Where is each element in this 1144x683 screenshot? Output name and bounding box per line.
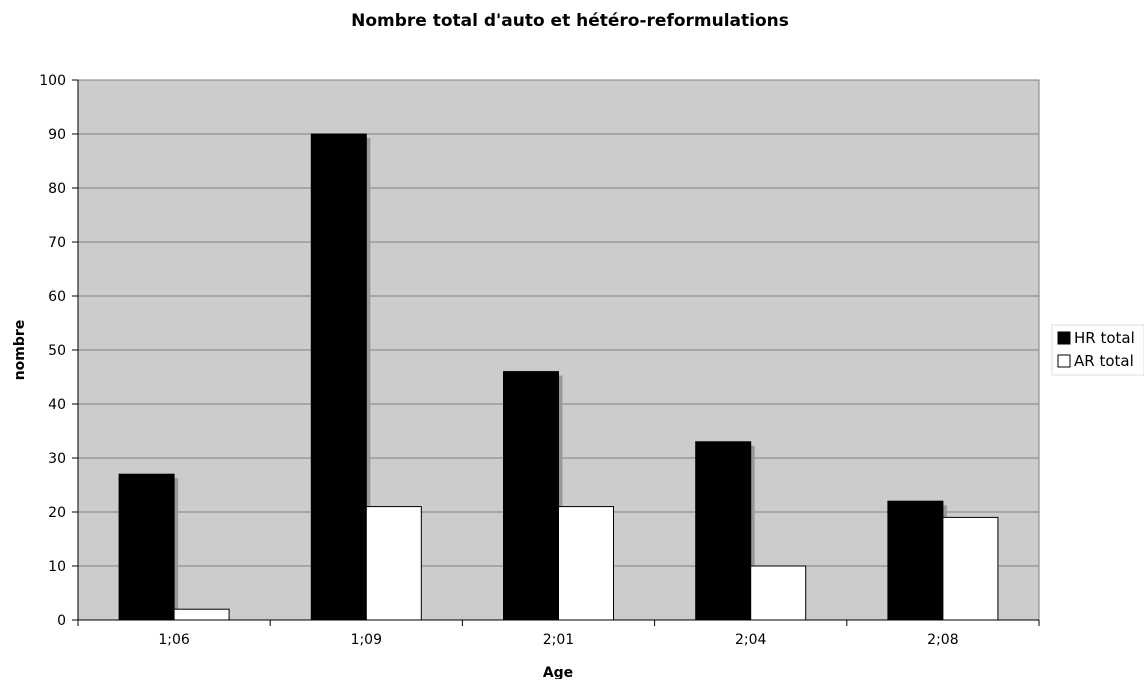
y-tick-labels: 0 10 20 30 40 50 60 70 80 90 100 bbox=[39, 73, 66, 629]
x-tick-label: 1;09 bbox=[351, 632, 382, 648]
y-tick-label: 70 bbox=[48, 235, 66, 251]
legend-swatch bbox=[1057, 354, 1071, 368]
x-tick-labels: 1;06 1;09 2;01 2;04 2;08 bbox=[158, 632, 958, 648]
legend-label: HR total bbox=[1074, 329, 1135, 347]
chart-title: Nombre total d'auto et hétéro-reformulat… bbox=[351, 11, 789, 31]
y-axis-title: nombre bbox=[12, 320, 28, 381]
y-tick-label: 100 bbox=[39, 73, 66, 89]
bar-ar-total-2-01 bbox=[558, 506, 614, 621]
bars bbox=[118, 133, 999, 621]
legend-swatch bbox=[1057, 331, 1071, 345]
legend-label: AR total bbox=[1074, 352, 1134, 370]
bar-ar-total-2-04 bbox=[750, 565, 807, 621]
x-tick-label: 2;01 bbox=[543, 632, 574, 648]
legend: HR total AR total bbox=[1051, 324, 1144, 376]
bar-hr-total-2-08 bbox=[887, 500, 944, 621]
bar-hr-total-1-09 bbox=[310, 133, 367, 621]
bar-shadow bbox=[558, 375, 563, 620]
x-tick-label: 1;06 bbox=[158, 632, 190, 648]
x-tick-label: 2;08 bbox=[927, 632, 958, 648]
y-tick-label: 50 bbox=[48, 343, 66, 359]
y-tick-label: 0 bbox=[57, 613, 66, 629]
y-tick-label: 90 bbox=[48, 127, 66, 143]
y-tick-label: 80 bbox=[48, 181, 66, 197]
y-tick-label: 30 bbox=[48, 451, 66, 467]
y-tick-label: 60 bbox=[48, 289, 66, 305]
bar-ar-total-1-09 bbox=[365, 506, 422, 621]
gridlines bbox=[78, 79, 1039, 567]
x-tick-label: 2;04 bbox=[735, 632, 767, 648]
bar-shadow bbox=[366, 138, 371, 620]
bar-shadow bbox=[750, 445, 755, 620]
y-tick-label: 20 bbox=[48, 505, 66, 521]
bar-ar-total-2-08 bbox=[942, 516, 999, 621]
bar-hr-total-2-04 bbox=[695, 441, 752, 621]
bar-hr-total-2-01 bbox=[503, 371, 559, 621]
x-axis-title: Age bbox=[543, 665, 573, 679]
bar-hr-total-1-06 bbox=[118, 473, 175, 621]
bar-shadow bbox=[174, 478, 179, 620]
y-tick-label: 10 bbox=[48, 559, 66, 575]
y-tick-label: 40 bbox=[48, 397, 66, 413]
axes bbox=[72, 79, 1040, 626]
bar-ar-total-1-06 bbox=[173, 608, 230, 621]
